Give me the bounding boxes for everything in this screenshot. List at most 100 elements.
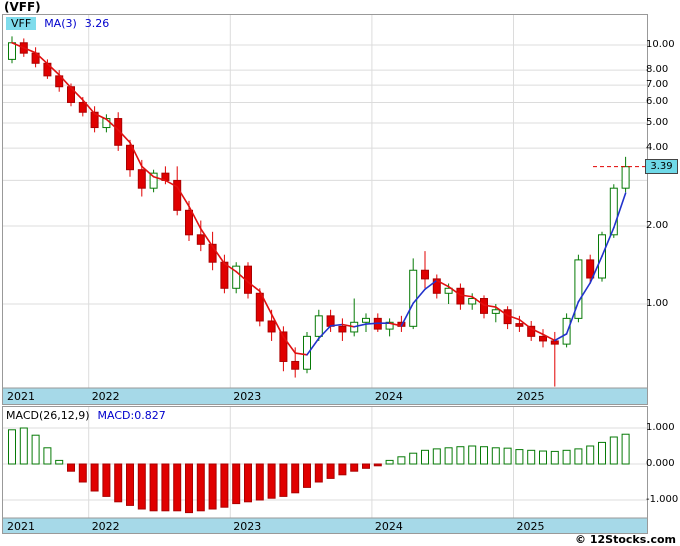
price-axis-label: 10.00 — [646, 39, 675, 50]
macd-bar-positive — [503, 447, 512, 465]
ma-line-segment — [270, 313, 285, 338]
macd-bar-negative — [102, 463, 111, 497]
macd-bar-positive — [397, 456, 406, 465]
macd-bar-positive — [468, 445, 477, 465]
macd-bar-negative — [303, 463, 311, 488]
candle-body — [67, 86, 75, 103]
ma-label: MA(3) — [44, 17, 77, 30]
macd-bar-positive — [550, 450, 559, 465]
year-label: 2021 — [7, 520, 35, 533]
macd-bar-negative — [314, 463, 323, 483]
macd-bar-positive — [409, 452, 418, 465]
ma-line-segment — [424, 279, 438, 291]
macd-bar-negative — [78, 463, 87, 483]
candle-body — [444, 287, 453, 294]
macd-bar-positive — [609, 436, 618, 465]
candle-body — [609, 187, 618, 236]
candle-body — [409, 269, 418, 327]
candle-body — [468, 298, 477, 305]
ma-line-segment — [306, 337, 320, 356]
price-axis-label: 7.00 — [646, 79, 669, 91]
ma-line-segment — [388, 322, 403, 327]
ma-line-segment — [447, 285, 462, 296]
ma-line-segment — [317, 325, 332, 340]
ma-line-segment — [612, 192, 627, 229]
macd-bar-negative — [114, 463, 123, 503]
candle-body — [114, 118, 123, 146]
macd-bar-negative — [208, 463, 217, 510]
ma-line-segment — [518, 318, 533, 330]
candle-body — [291, 360, 300, 370]
macd-legend: MACD(26,12,9) MACD:0.827 — [6, 409, 166, 422]
candle-body — [385, 321, 394, 330]
year-label: 2025 — [517, 390, 545, 403]
candle-body — [362, 317, 370, 323]
candle-body — [279, 331, 288, 362]
candle-body — [208, 243, 217, 263]
ma-line-segment — [412, 288, 426, 305]
ma-line-segment — [601, 226, 615, 257]
macd-axis-label: -1.000 — [646, 494, 679, 505]
candle-body — [515, 323, 524, 327]
ma-line-segment — [58, 74, 72, 89]
macd-bar-negative — [326, 463, 335, 479]
candle-body — [562, 317, 571, 345]
ma-line-segment — [34, 51, 49, 65]
candle-body — [303, 335, 311, 370]
ma-line-segment — [400, 302, 415, 327]
macd-bar-negative — [279, 463, 288, 497]
macd-bar-negative — [185, 463, 193, 514]
macd-bar-negative — [137, 463, 146, 510]
ma-line-segment — [164, 179, 178, 188]
candle-body — [621, 166, 630, 189]
candle-body — [527, 325, 536, 337]
macd-bar-positive — [574, 448, 583, 465]
candle-body — [338, 325, 347, 333]
price-axis-label: 6.00 — [646, 96, 669, 108]
macd-bar-negative — [161, 463, 170, 512]
candle-body — [491, 309, 500, 314]
price-legend: VFF MA(3) 3.26 — [6, 17, 109, 30]
candle-body — [232, 265, 241, 289]
price-axis-label: 5.00 — [646, 116, 669, 128]
ma-line-segment — [506, 314, 521, 321]
macd-histogram-chart: 2021 2022 2023 2024 2025 — [3, 407, 647, 533]
ma-line-segment — [188, 205, 202, 230]
macd-axis-label: 0.000 — [646, 458, 675, 469]
candle-body — [421, 269, 429, 280]
macd-bar-negative — [338, 463, 347, 476]
ma-line-segment — [11, 41, 25, 49]
year-label: 2022 — [92, 520, 120, 533]
year-label: 2025 — [517, 520, 545, 533]
candle-body — [90, 111, 99, 129]
page-title: (VFF) — [4, 0, 41, 14]
ma-line-segment — [93, 112, 108, 121]
candle-body — [432, 278, 441, 294]
candle-body — [255, 292, 264, 322]
macd-bar-positive — [444, 447, 453, 465]
ma-line-segment — [294, 352, 308, 356]
candle-body — [78, 101, 87, 113]
macd-bar-positive — [515, 449, 524, 465]
macd-bar-negative — [291, 463, 300, 494]
ma-line-segment — [141, 165, 155, 178]
macd-bar-negative — [244, 463, 252, 503]
ma-value: 3.26 — [84, 17, 110, 30]
ma-line-segment — [70, 87, 84, 101]
candle-body — [173, 179, 182, 211]
candle-body — [267, 320, 276, 333]
ma-line-segment — [589, 255, 603, 284]
current-price-label: 3.39 — [645, 158, 678, 174]
macd-bar-positive — [456, 446, 465, 465]
macd-axis-label: 1.000 — [646, 422, 675, 433]
candle-body — [196, 234, 205, 245]
macd-bar-positive — [562, 449, 571, 465]
year-label: 2023 — [233, 390, 261, 403]
macd-panel: 2021 2022 2023 2024 2025 MACD(26,12,9) MACD:… — [2, 406, 648, 534]
candle-body — [314, 315, 323, 337]
ma-line-segment — [105, 118, 119, 131]
copyright: © 12Stocks.com — [575, 533, 676, 546]
ma-line-segment — [530, 327, 544, 336]
year-label: 2024 — [375, 390, 403, 403]
ma-line-segment — [542, 333, 556, 342]
